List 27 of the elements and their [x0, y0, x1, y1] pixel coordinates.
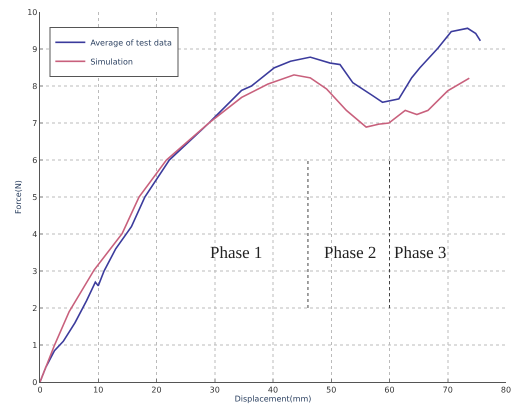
y-tick-label: 6 [32, 156, 38, 165]
y-axis-title: Force(N) [14, 180, 23, 214]
y-tick-label: 8 [32, 82, 38, 91]
y-tick-label: 0 [32, 378, 38, 387]
x-tick-label: 80 [500, 386, 512, 395]
annotation: Phase 2 [324, 243, 376, 262]
x-tick-label: 50 [326, 386, 336, 395]
y-tick-label: 7 [32, 118, 38, 128]
legend-label: Average of test data [90, 38, 172, 48]
annotation: Phase 1 [210, 243, 262, 262]
x-tick-label: 40 [268, 386, 278, 395]
y-tick-label: 4 [32, 230, 38, 239]
annotation: Phase 3 [394, 243, 446, 262]
x-tick-label: 10 [93, 386, 104, 395]
x-tick-label: 30 [210, 386, 220, 395]
legend-label: Simulation [90, 57, 133, 66]
x-axis-title: Displacement(mm) [234, 394, 312, 404]
y-tick-label: 1 [32, 340, 38, 350]
x-tick-label: 70 [442, 386, 453, 395]
y-tick-label: 9 [32, 44, 38, 54]
y-tick-label: 10 [27, 8, 38, 17]
y-tick-label: 3 [32, 266, 38, 276]
line-series [40, 74, 470, 382]
x-tick-label: 60 [384, 386, 395, 395]
x-tick-label: 20 [151, 386, 162, 395]
y-tick-label: 5 [32, 192, 38, 202]
y-tick-label: 2 [32, 304, 38, 313]
